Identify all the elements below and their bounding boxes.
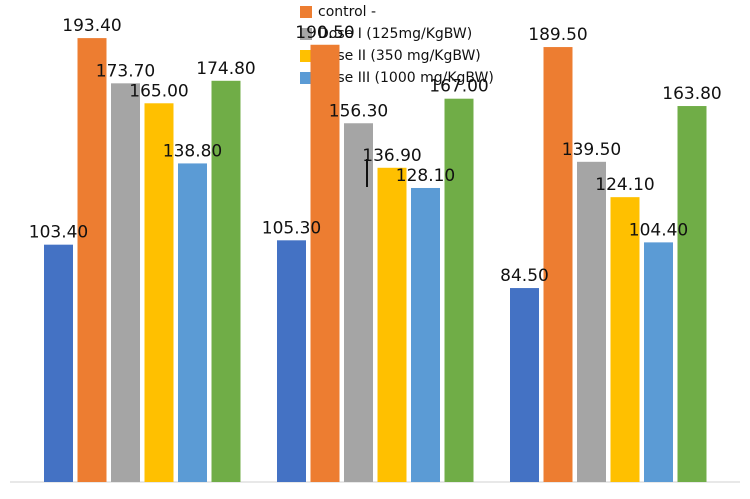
legend-label-control: control - — [318, 4, 377, 20]
legend-item-dose-i: Dose I (125mg/KgBW) — [300, 23, 494, 45]
legend-swatch-control — [300, 6, 312, 18]
bar-s2-g0 — [111, 83, 140, 483]
data-label-s2-g2: 139.50 — [562, 140, 621, 160]
data-label-s3-g2: 124.10 — [595, 175, 654, 195]
legend-item-dose-ii: Dose II (350 mg/KgBW) — [300, 45, 494, 67]
legend-swatch-dose-iii — [300, 72, 312, 84]
bar-s1-g2 — [543, 47, 573, 483]
data-label-s1-g1: 190.50 — [295, 23, 354, 43]
data-label-s2-g0: 173.70 — [96, 61, 155, 81]
bar-s0-g0 — [44, 244, 73, 482]
bar-s0-g2 — [510, 288, 539, 482]
data-label-s4-g1: 128.10 — [396, 166, 455, 186]
data-label-s3-g0: 165.00 — [129, 81, 188, 101]
bar-s3-g2 — [610, 197, 640, 482]
legend-swatch-dose-ii — [300, 50, 312, 62]
bar-s4-g2 — [644, 242, 673, 482]
legend-swatch-dose-i — [300, 28, 312, 40]
data-label-s0-g2: 84.50 — [500, 266, 549, 286]
bar-s3-g0 — [144, 103, 174, 483]
data-label-s3-g1: 136.90 — [362, 146, 421, 166]
bar-s5-g2 — [677, 106, 707, 482]
legend-label-dose-ii: Dose II (350 mg/KgBW) — [318, 48, 481, 64]
bar-s5-g1 — [444, 98, 474, 482]
legend-item-control: control - — [300, 1, 494, 23]
bar-s4-g1 — [411, 187, 440, 483]
data-label-s4-g0: 138.80 — [163, 141, 222, 161]
data-label-s5-g2: 163.80 — [662, 84, 721, 104]
bar-s1-g1 — [310, 44, 340, 482]
data-label-s1-g0: 193.40 — [62, 16, 121, 36]
data-label-s2-g1: 156.30 — [329, 101, 388, 121]
bar-s5-g0 — [211, 80, 241, 482]
bar-s4-g0 — [178, 163, 207, 482]
bar-s1-g0 — [77, 38, 107, 482]
data-label-s0-g0: 103.40 — [29, 223, 88, 243]
bar-s3-g1 — [377, 167, 407, 482]
legend-item-dose-iii: Dose III (1000 mg/KgBW) — [300, 67, 494, 89]
bar-s2-g1 — [344, 123, 373, 483]
legend-label-dose-i: Dose I (125mg/KgBW) — [318, 26, 473, 42]
data-label-s4-g2: 104.40 — [629, 220, 688, 240]
bar-s0-g1 — [277, 240, 306, 482]
chart-legend: control - Dose I (125mg/KgBW) Dose II (3… — [300, 1, 494, 89]
data-label-s5-g1: 167.00 — [429, 77, 488, 97]
data-label-s0-g1: 105.30 — [262, 218, 321, 238]
text-cursor — [366, 159, 368, 187]
data-label-s1-g2: 189.50 — [528, 25, 587, 45]
data-label-s5-g0: 174.80 — [196, 59, 255, 79]
legend-label-dose-iii: Dose III (1000 mg/KgBW) — [318, 70, 494, 86]
bar-s2-g2 — [577, 161, 606, 483]
